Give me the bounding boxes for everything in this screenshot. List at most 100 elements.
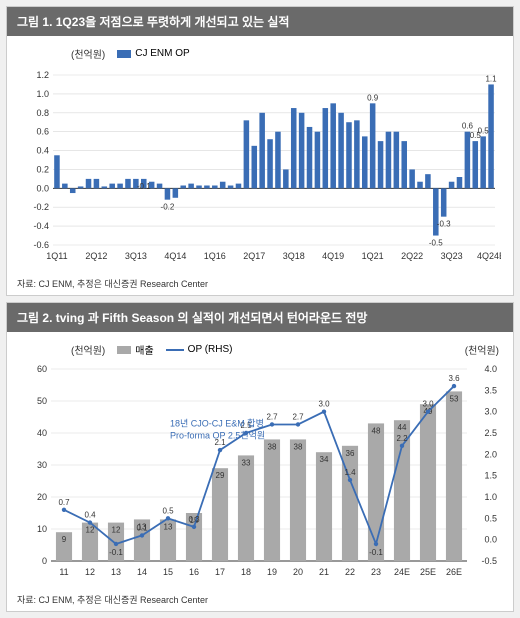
svg-text:20: 20 bbox=[293, 567, 303, 577]
svg-text:26E: 26E bbox=[446, 567, 462, 577]
svg-text:1.4: 1.4 bbox=[344, 468, 356, 477]
legend-swatch-bar bbox=[117, 50, 131, 58]
legend-swatch-line bbox=[166, 349, 184, 351]
svg-text:2Q22: 2Q22 bbox=[401, 251, 423, 261]
svg-text:4Q19: 4Q19 bbox=[322, 251, 344, 261]
svg-text:50: 50 bbox=[37, 396, 47, 406]
svg-text:1.0: 1.0 bbox=[484, 492, 497, 502]
svg-text:44: 44 bbox=[398, 423, 407, 432]
svg-text:18: 18 bbox=[241, 567, 251, 577]
svg-text:0.5: 0.5 bbox=[162, 506, 174, 515]
svg-text:0.3: 0.3 bbox=[188, 515, 200, 524]
svg-text:-0.2: -0.2 bbox=[33, 202, 49, 212]
svg-text:-0.5: -0.5 bbox=[429, 239, 443, 248]
svg-text:Pro-forma OP 2.5천억원: Pro-forma OP 2.5천억원 bbox=[170, 429, 265, 440]
svg-text:24E: 24E bbox=[394, 567, 410, 577]
svg-text:2Q12: 2Q12 bbox=[85, 251, 107, 261]
svg-text:1Q21: 1Q21 bbox=[362, 251, 384, 261]
chart1-yunit: (천억원) bbox=[71, 46, 105, 61]
svg-text:0.4: 0.4 bbox=[84, 511, 96, 520]
svg-text:33: 33 bbox=[242, 458, 251, 467]
svg-text:3Q13: 3Q13 bbox=[125, 251, 147, 261]
svg-text:1.0: 1.0 bbox=[36, 89, 49, 99]
svg-text:13: 13 bbox=[111, 567, 121, 577]
svg-text:-0.6: -0.6 bbox=[33, 240, 49, 250]
svg-text:1.1: 1.1 bbox=[485, 74, 497, 83]
chart1-legend-item: CJ ENM OP bbox=[117, 48, 189, 59]
svg-text:1.2: 1.2 bbox=[36, 70, 49, 80]
svg-text:0.1: 0.1 bbox=[136, 523, 148, 532]
chart2-yunit-left: (천억원) bbox=[71, 342, 105, 357]
svg-text:40: 40 bbox=[37, 428, 47, 438]
svg-text:2.7: 2.7 bbox=[266, 412, 278, 421]
svg-text:21: 21 bbox=[319, 567, 329, 577]
svg-text:3.6: 3.6 bbox=[448, 374, 460, 383]
svg-text:0.5: 0.5 bbox=[478, 126, 490, 135]
svg-text:18년 CJO-CJ E&M 합병: 18년 CJO-CJ E&M 합병 bbox=[170, 418, 264, 428]
svg-text:0.0: 0.0 bbox=[36, 183, 49, 193]
chart1-body: (천억원) CJ ENM OP -0.6 -0.4 -0.2 0.0 0.2 0.4 0.6… bbox=[7, 36, 513, 274]
chart2-legend: (천억원) 매출 OP (RHS) (천억원) bbox=[71, 342, 499, 357]
svg-text:12: 12 bbox=[85, 567, 95, 577]
chart1-legend: (천억원) CJ ENM OP bbox=[71, 46, 499, 61]
svg-text:22: 22 bbox=[345, 567, 355, 577]
svg-text:-0.1: -0.1 bbox=[369, 548, 383, 557]
svg-text:20: 20 bbox=[37, 492, 47, 502]
svg-text:13: 13 bbox=[164, 522, 173, 531]
svg-text:-0.1: -0.1 bbox=[137, 182, 151, 191]
svg-text:4Q14: 4Q14 bbox=[164, 251, 186, 261]
svg-text:2.7: 2.7 bbox=[292, 412, 304, 421]
svg-text:3.0: 3.0 bbox=[484, 407, 497, 417]
svg-text:0.7: 0.7 bbox=[58, 498, 70, 507]
svg-text:19: 19 bbox=[267, 567, 277, 577]
chart2-legend-bars-label: 매출 bbox=[135, 342, 153, 357]
svg-text:0.6: 0.6 bbox=[36, 127, 49, 137]
svg-text:48: 48 bbox=[372, 426, 381, 435]
svg-text:0: 0 bbox=[42, 556, 47, 566]
svg-text:-0.3: -0.3 bbox=[437, 220, 451, 229]
svg-text:53: 53 bbox=[450, 394, 459, 403]
svg-text:2.5: 2.5 bbox=[484, 428, 497, 438]
chart2-legend-line-label: OP (RHS) bbox=[188, 344, 233, 355]
svg-text:9: 9 bbox=[62, 535, 67, 544]
svg-text:25E: 25E bbox=[420, 567, 436, 577]
svg-text:3.0: 3.0 bbox=[422, 400, 434, 409]
svg-text:12: 12 bbox=[86, 526, 95, 535]
chart1-source: 자료: CJ ENM, 추정은 대신증권 Research Center bbox=[7, 274, 513, 295]
svg-text:-0.2: -0.2 bbox=[161, 203, 175, 212]
svg-text:30: 30 bbox=[37, 460, 47, 470]
svg-text:17: 17 bbox=[215, 567, 225, 577]
svg-text:2Q17: 2Q17 bbox=[243, 251, 265, 261]
chart1-svg: -0.6-0.4-0.20.00.20.40.60.81.01.2-0.1-0.… bbox=[21, 65, 501, 265]
chart1-title: 그림 1. 1Q23을 저점으로 뚜렷하게 개선되고 있는 실적 bbox=[7, 7, 513, 36]
legend-swatch-bar bbox=[117, 346, 131, 354]
svg-text:2.2: 2.2 bbox=[396, 434, 408, 443]
svg-text:29: 29 bbox=[216, 471, 225, 480]
chart2-legend-line: OP (RHS) bbox=[166, 344, 233, 355]
svg-text:1Q16: 1Q16 bbox=[204, 251, 226, 261]
chart1-card: 그림 1. 1Q23을 저점으로 뚜렷하게 개선되고 있는 실적 (천억원) C… bbox=[6, 6, 514, 296]
svg-text:-0.5: -0.5 bbox=[481, 556, 497, 566]
chart2-legend-bars: 매출 bbox=[117, 342, 153, 357]
svg-text:4Q24E: 4Q24E bbox=[477, 251, 501, 261]
svg-text:-0.1: -0.1 bbox=[109, 548, 123, 557]
svg-text:38: 38 bbox=[268, 442, 277, 451]
svg-text:-0.4: -0.4 bbox=[33, 221, 49, 231]
svg-text:0.2: 0.2 bbox=[36, 164, 49, 174]
svg-text:0.5: 0.5 bbox=[484, 513, 497, 523]
svg-text:12: 12 bbox=[112, 526, 121, 535]
svg-text:3.0: 3.0 bbox=[318, 400, 330, 409]
chart2-source: 자료: CJ ENM, 추정은 대신증권 Research Center bbox=[7, 590, 513, 611]
chart2-svg: 0102030405060-0.50.00.51.01.52.02.53.03.… bbox=[21, 361, 501, 581]
svg-text:23: 23 bbox=[371, 567, 381, 577]
svg-text:11: 11 bbox=[59, 567, 68, 577]
chart2-yunit-right: (천억원) bbox=[465, 342, 499, 357]
svg-text:0.0: 0.0 bbox=[484, 535, 497, 545]
svg-text:10: 10 bbox=[37, 524, 47, 534]
svg-text:0.4: 0.4 bbox=[36, 146, 49, 156]
svg-text:0.6: 0.6 bbox=[462, 122, 474, 131]
chart1-legend-label: CJ ENM OP bbox=[135, 48, 189, 59]
svg-text:34: 34 bbox=[320, 455, 329, 464]
svg-text:15: 15 bbox=[163, 567, 173, 577]
svg-text:4.0: 4.0 bbox=[484, 364, 497, 374]
